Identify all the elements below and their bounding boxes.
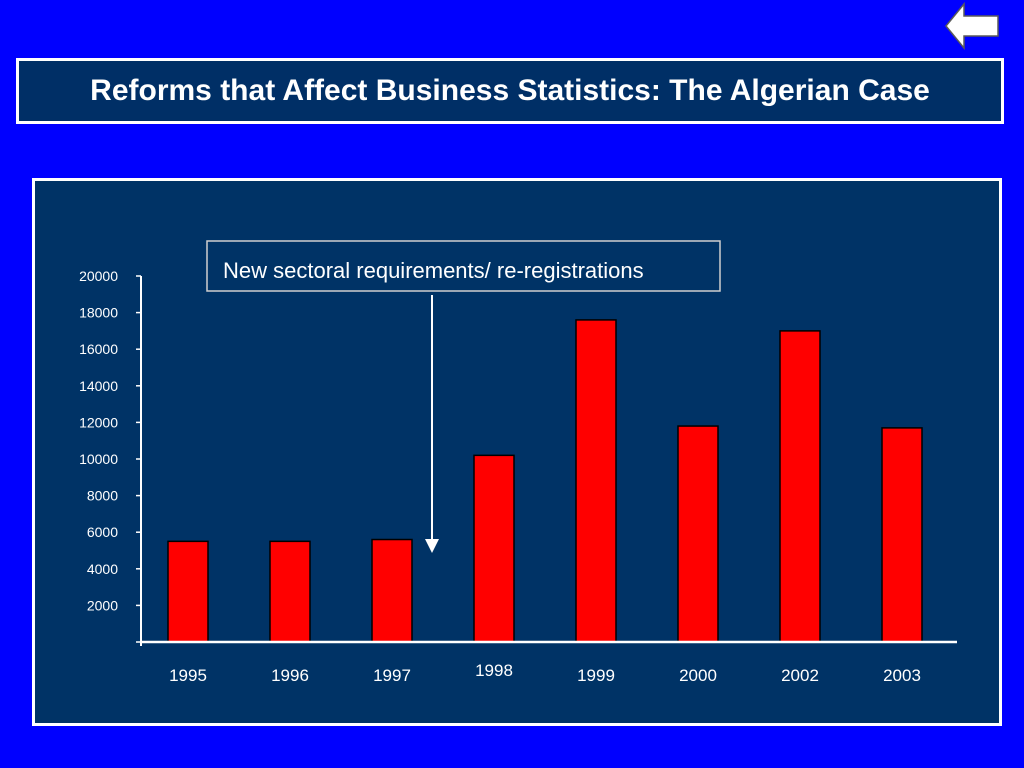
- y-tick-label: 20000: [79, 268, 118, 284]
- left-arrow-icon: [945, 1, 999, 51]
- bar-1995: [167, 540, 209, 643]
- annotation: New sectoral requirements/ re-registrati…: [206, 240, 721, 553]
- annotation-box: [206, 240, 721, 292]
- back-button[interactable]: [944, 1, 1000, 51]
- y-tick-label: 6000: [87, 524, 118, 540]
- y-tick-label: 12000: [79, 414, 118, 430]
- bar-1996: [269, 540, 311, 643]
- y-tick-label: 2000: [87, 597, 118, 613]
- bar-chart: 2000 4000 6000 8000 10000 12000 14000 16000 1800…: [79, 240, 957, 685]
- x-tick-label: 2002: [781, 666, 819, 685]
- x-tick-label: 2003: [883, 666, 921, 685]
- y-tick-label: 4000: [87, 561, 118, 577]
- x-tick-label: 2000: [679, 666, 717, 685]
- annotation-text: New sectoral requirements/ re-registrati…: [223, 258, 644, 283]
- x-tick-label: 1995: [169, 666, 207, 685]
- bar-1997: [371, 538, 413, 643]
- bar-1999: [575, 319, 617, 643]
- x-tick-label: 1999: [577, 666, 615, 685]
- y-tick-label: 18000: [79, 305, 118, 321]
- bars: [167, 319, 923, 643]
- x-axis: 1995 1996 1997 1998 1999 2000 2002 2003: [141, 640, 957, 685]
- bar-2002: [779, 330, 821, 643]
- y-axis: 2000 4000 6000 8000 10000 12000 14000 16000 1800…: [79, 268, 142, 646]
- bar-2000: [677, 425, 719, 643]
- y-tick-label: 10000: [79, 451, 118, 467]
- bar-1998: [473, 454, 515, 643]
- x-tick-label: 1998: [475, 661, 513, 680]
- y-tick-label: 14000: [79, 378, 118, 394]
- slide-title: Reforms that Affect Business Statistics:…: [90, 74, 930, 107]
- chart-panel: 2000 4000 6000 8000 10000 12000 14000 16000 1800…: [32, 178, 1002, 726]
- y-tick-label: 16000: [79, 341, 118, 357]
- x-tick-label: 1996: [271, 666, 309, 685]
- y-tick-label: 8000: [87, 488, 118, 504]
- bar-2003: [881, 427, 923, 643]
- annotation-arrow-head: [425, 539, 439, 553]
- title-box: Reforms that Affect Business Statistics:…: [16, 58, 1004, 124]
- x-tick-label: 1997: [373, 666, 411, 685]
